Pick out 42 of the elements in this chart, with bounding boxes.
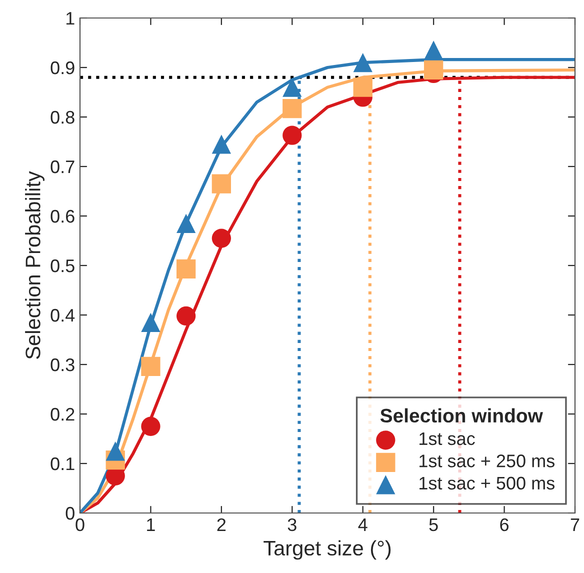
point: [141, 356, 160, 376]
y-tick-label: 0: [66, 506, 74, 520]
y-tick-label: 0.1: [50, 457, 74, 470]
y-tick-label: 0.9: [50, 61, 74, 74]
point: [353, 52, 372, 72]
point: [176, 306, 196, 326]
x-tick-label: 0: [76, 518, 84, 532]
y-tick-label: 0.2: [50, 408, 74, 421]
y-tick-label: 0.6: [50, 210, 74, 223]
y-tick-label: 1: [66, 12, 74, 25]
point: [106, 442, 125, 461]
legend-label: 1st sac: [420, 432, 475, 446]
point: [282, 99, 302, 118]
point: [212, 134, 231, 154]
point: [212, 174, 231, 194]
x-tick-label: 6: [500, 518, 509, 532]
point: [176, 214, 196, 233]
y-tick-label: 0.3: [50, 358, 74, 372]
x-tick-label: 4: [358, 518, 368, 531]
legend-label: 1st sac + 500 ms: [420, 476, 554, 490]
x-axis-title: Target size (°): [264, 540, 391, 560]
point: [424, 60, 444, 80]
point: [282, 126, 302, 145]
point: [141, 416, 160, 436]
legend-label: 1st sac + 250 ms: [420, 454, 554, 468]
point: [212, 228, 231, 248]
x-tick-label: 1: [147, 518, 155, 531]
x-tick-label: 5: [429, 518, 438, 532]
point: [176, 259, 196, 279]
x-tick-label: 7: [570, 518, 580, 531]
x-tick-label: 3: [288, 518, 296, 532]
legend-title: Selection window: [380, 408, 543, 423]
y-tick-label: 0.7: [50, 160, 74, 174]
point: [282, 78, 302, 97]
y-tick-label: 0.4: [50, 308, 75, 322]
y-tick-label: 0.5: [50, 259, 74, 272]
y-axis-title: Selection Probability: [25, 171, 44, 359]
point: [424, 40, 444, 60]
point: [141, 312, 160, 332]
y-tick-label: 0.8: [50, 110, 74, 124]
point: [353, 78, 372, 97]
x-tick-label: 2: [217, 518, 226, 531]
